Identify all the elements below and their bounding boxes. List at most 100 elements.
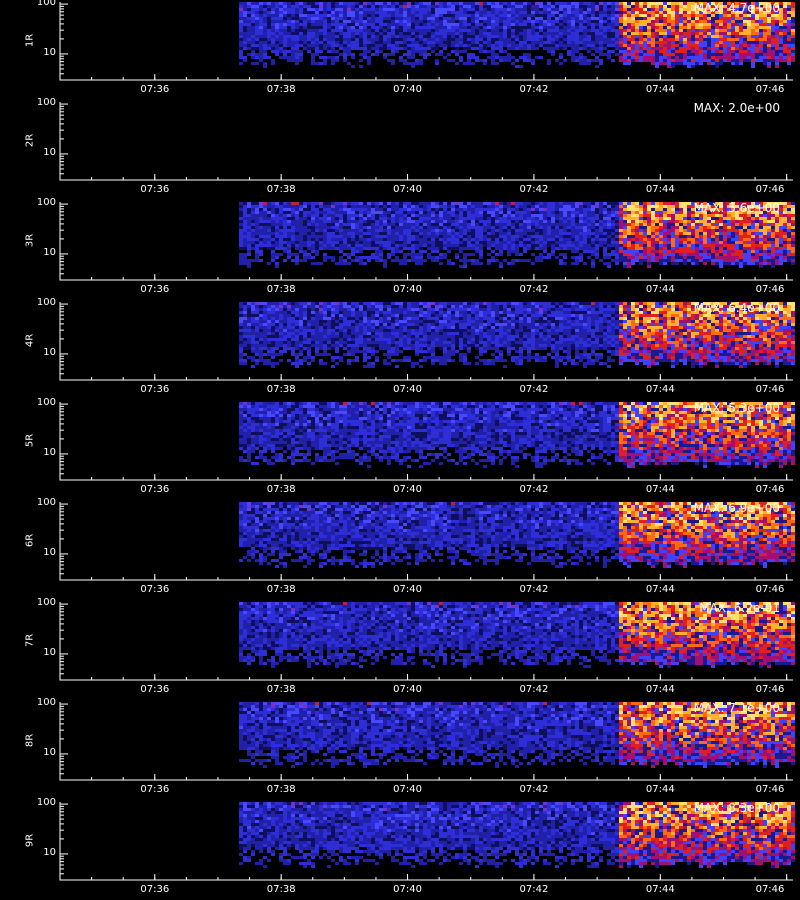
heatmap-cell [639, 38, 643, 41]
heatmap-cell [575, 232, 579, 235]
heatmap-cell [347, 20, 351, 23]
heatmap-cell [499, 50, 503, 53]
heatmap-cell [579, 56, 583, 59]
heatmap-cell [251, 238, 255, 241]
heatmap-cell [327, 244, 331, 247]
heatmap-cell [267, 5, 271, 8]
heatmap-cell [623, 56, 627, 59]
heatmap-cell [259, 217, 263, 220]
heatmap-cell [599, 44, 603, 47]
heatmap-cell [615, 44, 619, 47]
heatmap-cell [679, 26, 683, 29]
heatmap-cell [331, 259, 335, 262]
heatmap-cell [643, 5, 647, 8]
heatmap-cell [595, 26, 599, 29]
heatmap-cell [655, 259, 659, 262]
heatmap-cell [299, 205, 303, 208]
heatmap-cell [375, 208, 379, 211]
heatmap-cell [499, 205, 503, 208]
heatmap-cell [267, 47, 271, 50]
heatmap-cell [635, 32, 639, 35]
heatmap-cell [283, 8, 287, 11]
heatmap-cell [715, 14, 719, 17]
heatmap-cell [623, 253, 627, 256]
heatmap-cell [647, 250, 651, 253]
heatmap-cell [735, 14, 739, 17]
heatmap-cell [703, 11, 707, 14]
heatmap-cell [623, 5, 627, 8]
heatmap-cell [683, 223, 687, 226]
heatmap-cell [303, 208, 307, 211]
heatmap-cell [435, 223, 439, 226]
heatmap-cell [547, 211, 551, 214]
heatmap-cell [263, 226, 267, 229]
heatmap-cell [691, 23, 695, 26]
heatmap-cell [451, 241, 455, 244]
heatmap-cell [587, 32, 591, 35]
heatmap-cell [479, 44, 483, 47]
heatmap-cell [483, 217, 487, 220]
heatmap-cell [483, 41, 487, 44]
heatmap-cell [411, 238, 415, 241]
heatmap-cell [527, 23, 531, 26]
heatmap-cell [447, 232, 451, 235]
heatmap-cell [547, 205, 551, 208]
spectrogram-panel: 3R 10 100 07:36 07:38 07:40 07:42 07:44 07:46 MAX… [0, 197, 800, 300]
heatmap-cell [459, 41, 463, 44]
heatmap-cell [247, 53, 251, 56]
heatmap-cell [735, 44, 739, 47]
heatmap-cell [459, 247, 463, 250]
heatmap-cell [499, 26, 503, 29]
heatmap-cell [399, 44, 403, 47]
heatmap-cell [539, 17, 543, 20]
heatmap-cell [767, 59, 771, 62]
heatmap-cell [611, 229, 615, 232]
heatmap-cell [655, 26, 659, 29]
heatmap-cell [423, 14, 427, 17]
heatmap-cell [307, 208, 311, 211]
heatmap-cell [383, 32, 387, 35]
heatmap-cell [703, 38, 707, 41]
heatmap-cell [411, 23, 415, 26]
heatmap-cell [363, 56, 367, 59]
heatmap-cell [771, 35, 775, 38]
heatmap-cell [531, 202, 535, 205]
heatmap-cell [523, 11, 527, 14]
heatmap-cell [695, 8, 699, 11]
heatmap-cell [559, 23, 563, 26]
heatmap-cell [599, 8, 603, 11]
heatmap-cell [671, 32, 675, 35]
heatmap-cell [539, 26, 543, 29]
heatmap-cell [507, 53, 511, 56]
heatmap-cell [415, 62, 419, 65]
heatmap-cell [651, 29, 655, 32]
heatmap-cell [427, 8, 431, 11]
heatmap-cell [419, 211, 423, 214]
heatmap-cell [487, 226, 491, 229]
heatmap-cell [563, 26, 567, 29]
heatmap-cell [283, 226, 287, 229]
heatmap-cell [675, 56, 679, 59]
heatmap-cell [239, 238, 243, 241]
heatmap-cell [487, 32, 491, 35]
heatmap-cell [307, 253, 311, 256]
heatmap-cell [443, 235, 447, 238]
heatmap-cell [767, 56, 771, 59]
heatmap-cell [607, 14, 611, 17]
heatmap-cell [403, 44, 407, 47]
heatmap-cell [623, 247, 627, 250]
heatmap-cell [511, 205, 515, 208]
heatmap-cell [311, 238, 315, 241]
heatmap-cell [503, 17, 507, 20]
heatmap-cell [735, 11, 739, 14]
heatmap-cell [447, 202, 451, 205]
heatmap-cell [263, 32, 267, 35]
heatmap-cell [619, 56, 623, 59]
heatmap-cell [431, 223, 435, 226]
heatmap-cell [371, 35, 375, 38]
heatmap-cell [527, 244, 531, 247]
heatmap-cell [427, 20, 431, 23]
heatmap-cell [415, 38, 419, 41]
heatmap-cell [243, 23, 247, 26]
heatmap-cell [419, 202, 423, 205]
